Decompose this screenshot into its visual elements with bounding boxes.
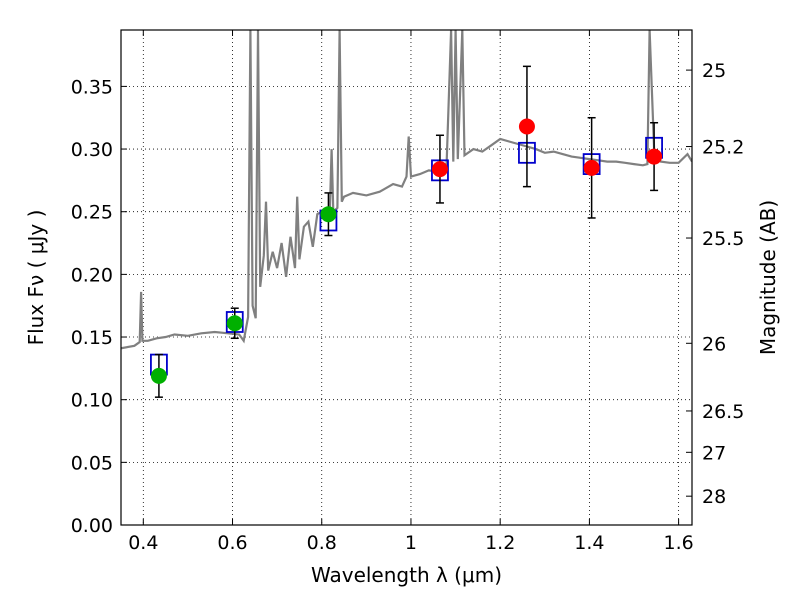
observed-point: [518, 118, 535, 135]
x-tick-label: 0.8: [307, 532, 337, 554]
x-tick-label: 1.2: [485, 532, 515, 554]
y-tick-label: 0.25: [71, 202, 113, 224]
x-tick-label: 1.4: [574, 532, 604, 554]
observed-point: [583, 159, 600, 176]
observed-point: [150, 367, 167, 384]
x-tick-label: 0.4: [128, 532, 158, 554]
observed-point: [431, 161, 448, 178]
right-tick-label: 26: [702, 333, 726, 355]
y-tick-label: 0.15: [71, 327, 113, 349]
right-tick-label: 25.2: [702, 137, 744, 159]
observed-point: [226, 315, 243, 332]
grid-lines: [121, 30, 692, 526]
y-tick-label: 0.35: [71, 76, 113, 98]
spectrum-line: [121, 30, 692, 350]
y-tick-label: 0.30: [71, 139, 113, 161]
observed-photometry: [150, 65, 663, 398]
x-tick-label: 0.6: [217, 532, 247, 554]
right-tick-label: 25: [702, 60, 726, 82]
y-tick-label: 0.10: [71, 390, 113, 412]
y-tick-label: 0.00: [71, 515, 113, 537]
right-tick-label: 28: [702, 486, 726, 508]
right-axis-label: Magnitude (AB): [756, 200, 780, 355]
right-tick-label: 27: [702, 442, 726, 464]
x-tick-label: 1: [405, 532, 417, 554]
x-axis-label: Wavelength λ (μm): [311, 563, 502, 587]
observed-point: [646, 148, 663, 165]
y-tick-label: 0.05: [71, 452, 113, 474]
observed-point: [320, 206, 337, 223]
right-tick-label: 26.5: [702, 401, 744, 423]
y-axis-label: Flux Fν ( μJy ): [24, 210, 48, 346]
right-tick-label: 25.5: [702, 228, 744, 250]
axis-ticks: 0.4 0.6 0.8 1 1.2 1.4 1.6 0.00 0.05 0.10 0.15 0.20 0…: [71, 30, 744, 554]
x-tick-label: 1.6: [664, 532, 694, 554]
model-spectrum: [121, 30, 692, 350]
plot-frame: [120, 29, 693, 526]
y-tick-label: 0.20: [71, 264, 113, 286]
